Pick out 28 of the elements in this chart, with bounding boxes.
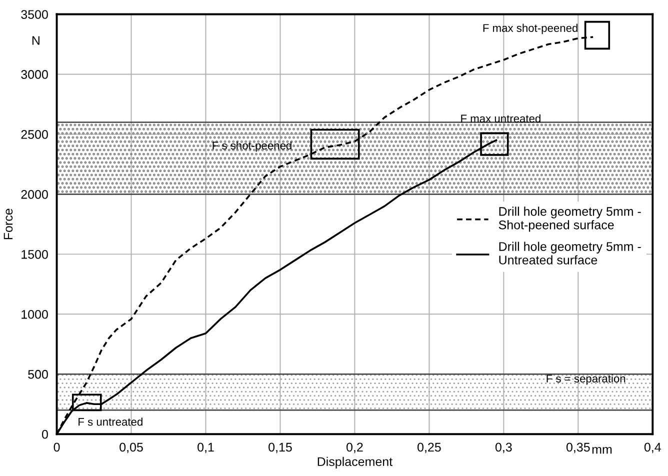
annotation: F s shot-peened	[212, 141, 292, 152]
x-tick-label: 0,1	[198, 442, 214, 454]
x-tick-label: 0,15	[268, 442, 292, 454]
text: mm	[592, 446, 612, 454]
y-tick-label: 1500	[22, 250, 48, 259]
x-tick-label: 0,2	[346, 442, 363, 454]
legend-label: Drill hole geometry 5mm - Untreated surface	[499, 242, 641, 264]
legend-label: Drill hole geometry 5mm - Shot-peened surface	[498, 206, 641, 232]
x-tick-label: 0,05	[120, 442, 143, 454]
text: N	[32, 36, 40, 45]
y-tick-label: 1000	[22, 310, 48, 319]
annotation: F s untreated	[78, 418, 142, 426]
x-tick-label: 0,4	[644, 442, 661, 454]
annotation: F max shot-peened	[483, 24, 578, 34]
y-tick-label: 3500	[21, 10, 48, 19]
y-tick-label: 2500	[21, 130, 48, 139]
y-tick-label: 2000	[21, 190, 48, 199]
x-tick-label: 0,25	[418, 442, 441, 454]
y-axis-title: Force	[4, 208, 13, 240]
annotation: F max untreated	[461, 114, 540, 122]
annotation: F s = separation	[546, 374, 626, 385]
x-tick-label: 0	[54, 442, 60, 452]
x-tick-label: 0,35	[566, 442, 590, 454]
x-axis-title: Displacement	[318, 456, 392, 469]
y-tick-label: 0	[42, 430, 48, 439]
y-tick-label: 3000	[21, 70, 48, 79]
x-tick-label: 0,3	[495, 442, 512, 454]
y-tick-label: 500	[28, 370, 48, 379]
